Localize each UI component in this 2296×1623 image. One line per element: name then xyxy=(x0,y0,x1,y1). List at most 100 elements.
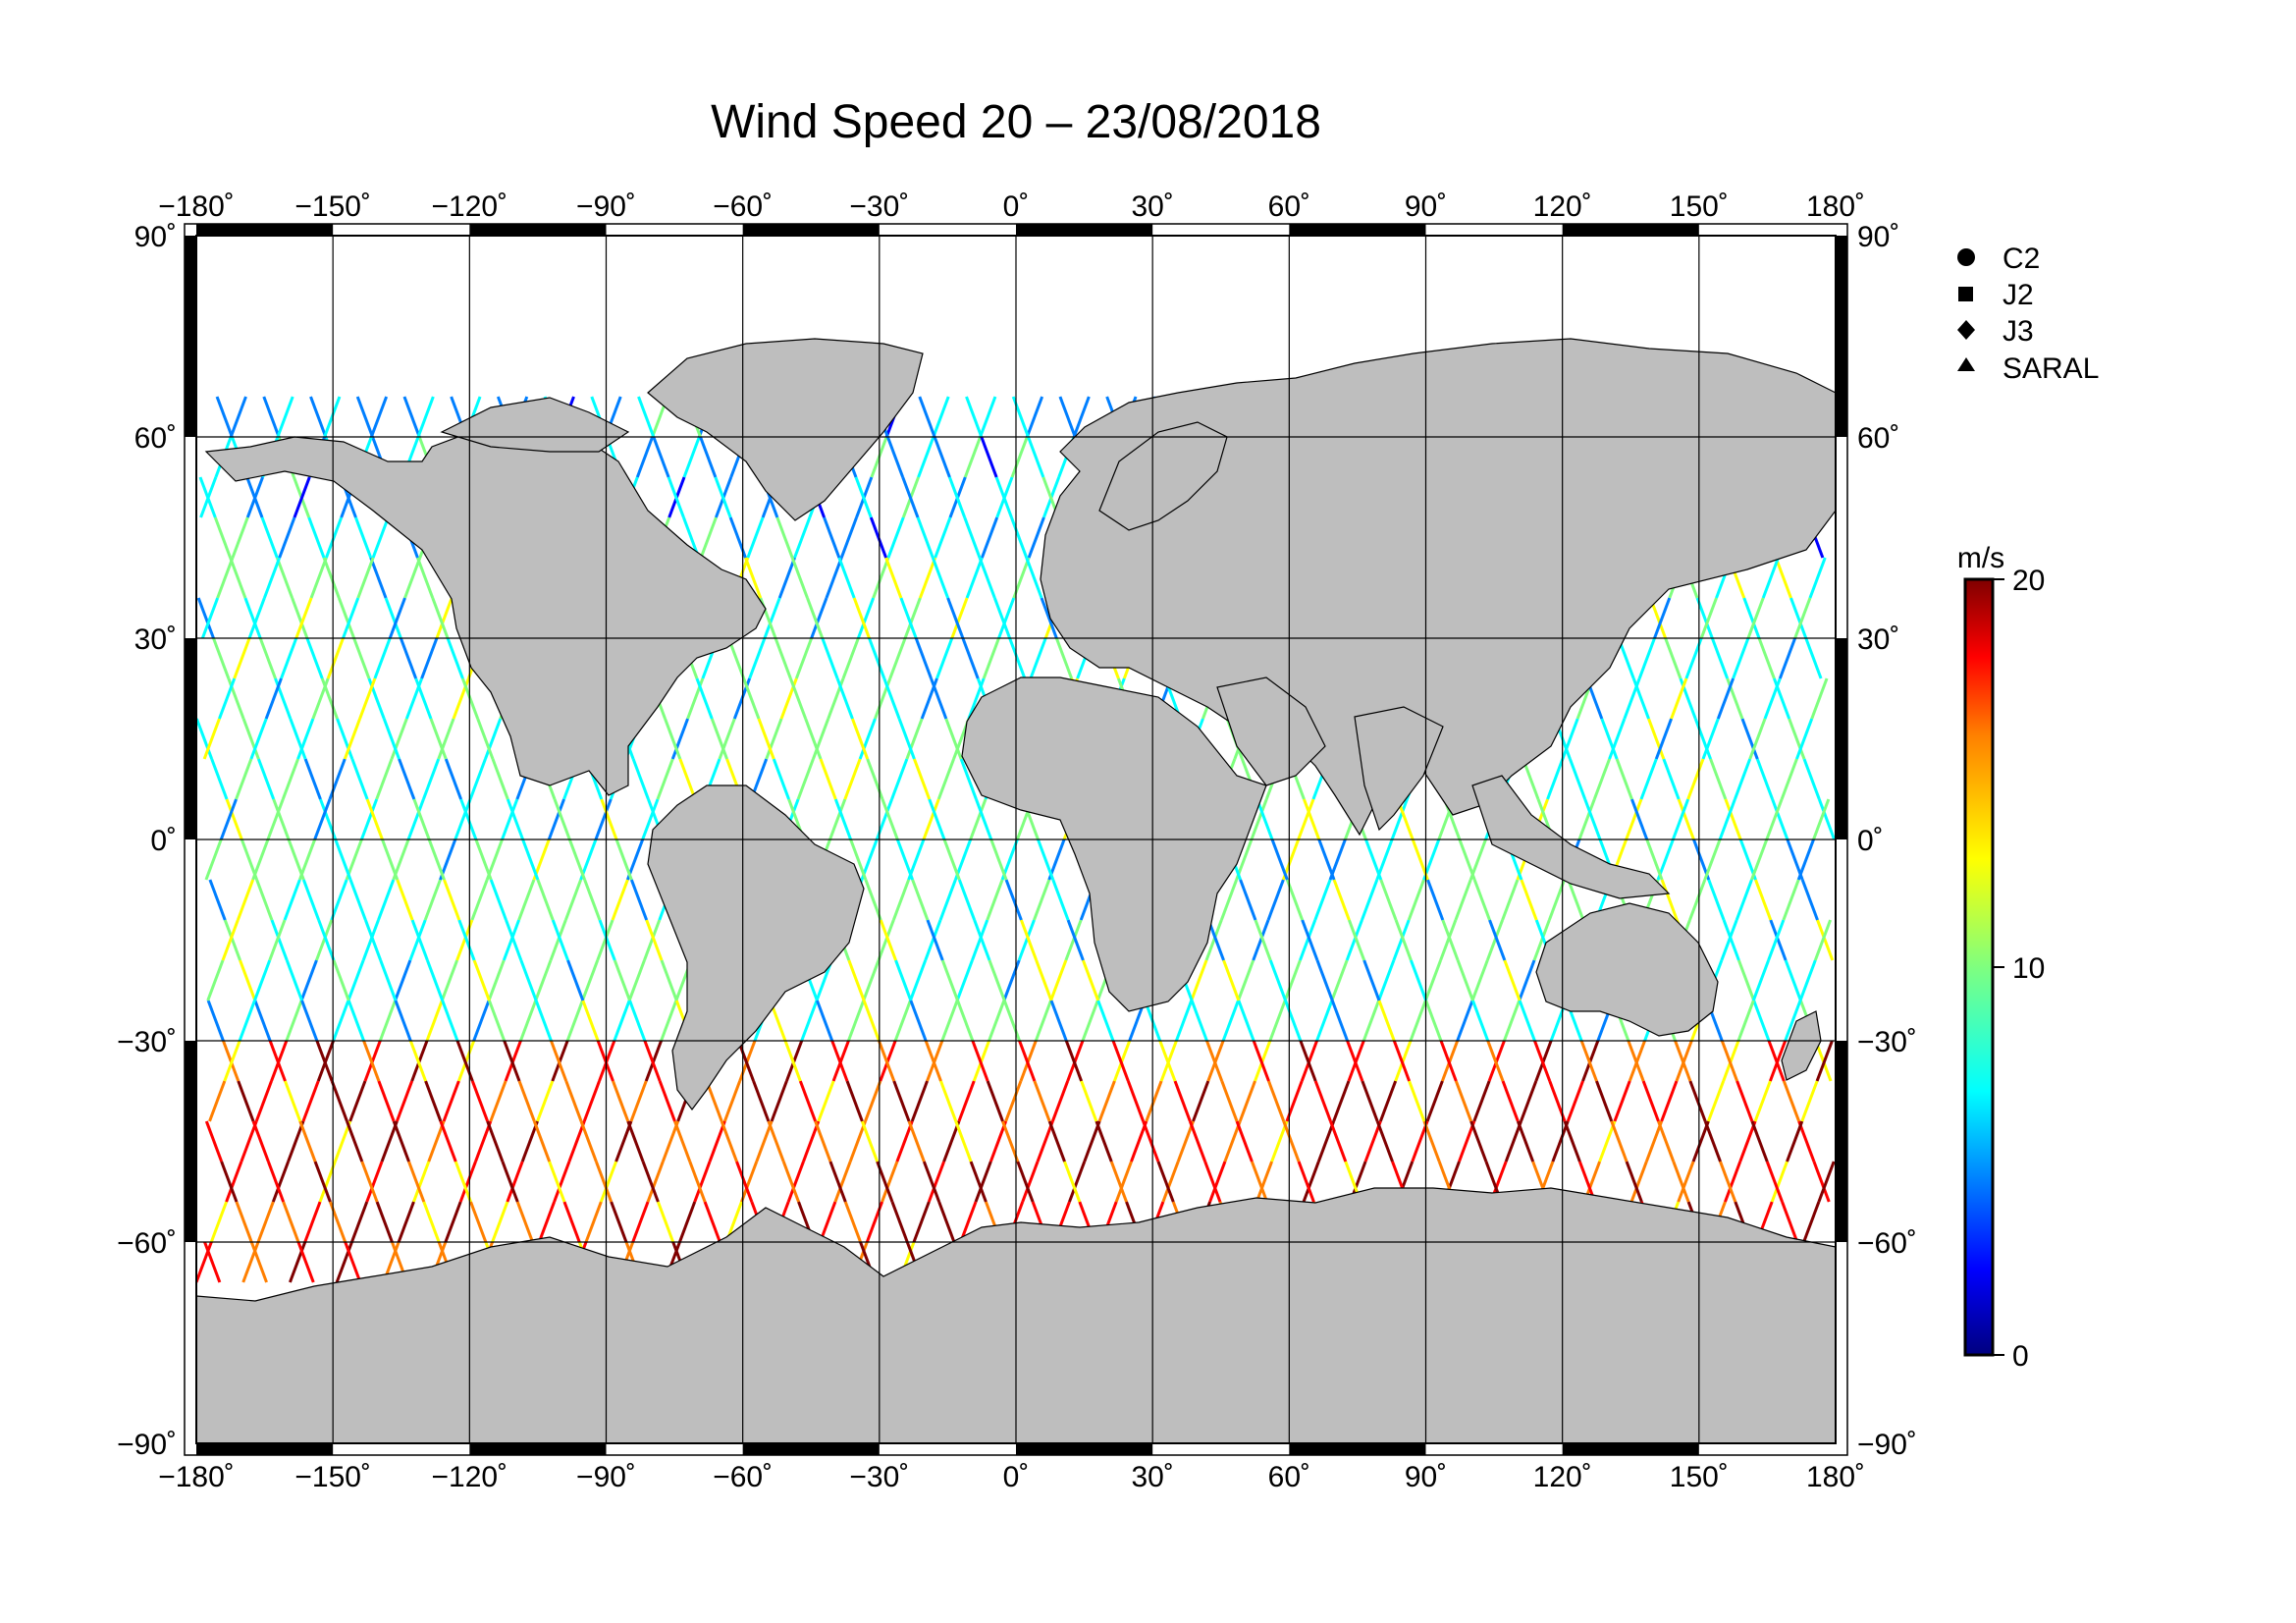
track-segment xyxy=(890,1201,909,1243)
track-segment xyxy=(403,557,422,599)
track-segment xyxy=(1237,1000,1255,1042)
track-segment xyxy=(981,516,999,559)
longitude-tick-label: 30˚ xyxy=(1131,1461,1173,1493)
track-segment xyxy=(1142,1120,1160,1163)
track-segment xyxy=(378,1000,397,1042)
track-segment xyxy=(850,718,870,760)
track-segment xyxy=(425,1000,444,1042)
frame-bar-left xyxy=(185,638,196,839)
track-segment xyxy=(254,1080,273,1122)
track-segment xyxy=(1577,798,1596,840)
track-segment xyxy=(486,1120,505,1163)
track-segment xyxy=(502,919,521,961)
track-segment xyxy=(922,1161,941,1203)
track-segment xyxy=(1709,758,1728,800)
track-segment xyxy=(1173,1080,1192,1122)
track-segment xyxy=(1750,839,1769,881)
track-segment xyxy=(986,1080,1004,1122)
track-segment xyxy=(934,516,952,559)
track-segment xyxy=(1034,1000,1052,1042)
track-segment xyxy=(1025,396,1044,438)
track-segment xyxy=(812,718,830,760)
track-segment xyxy=(1813,919,1833,961)
track-segment xyxy=(262,396,281,438)
track-segment xyxy=(1411,1120,1429,1163)
track-segment xyxy=(410,919,429,961)
track-segment xyxy=(673,1120,692,1163)
track-segment xyxy=(423,879,442,921)
track-segment xyxy=(325,516,344,559)
track-segment xyxy=(910,1080,929,1122)
track-segment xyxy=(1222,959,1241,1001)
track-segment xyxy=(1699,597,1718,639)
track-segment xyxy=(928,798,946,840)
track-segment xyxy=(1703,839,1722,881)
track-segment xyxy=(740,1161,759,1203)
track-segment xyxy=(469,1201,488,1243)
track-segment xyxy=(810,597,828,639)
track-segment xyxy=(1425,1080,1444,1122)
track-segment xyxy=(1691,1120,1710,1163)
track-segment xyxy=(926,919,944,961)
track-segment xyxy=(1623,677,1641,720)
track-segment xyxy=(629,1080,648,1122)
track-segment xyxy=(1641,1080,1660,1122)
track-segment xyxy=(848,1120,867,1163)
track-segment xyxy=(959,758,978,800)
colorbar: m/s 20 10 0 xyxy=(1957,542,2046,1373)
track-segment xyxy=(1751,959,1771,1001)
longitude-tick-label: 120˚ xyxy=(1533,190,1592,223)
track-segment xyxy=(562,1201,581,1243)
track-segment xyxy=(937,1201,956,1243)
track-segment xyxy=(532,1120,552,1163)
track-segment xyxy=(375,1201,394,1243)
track-segment xyxy=(362,1040,381,1082)
track-segment xyxy=(1718,798,1736,840)
track-segment xyxy=(204,839,223,881)
frame-bar-bottom xyxy=(1016,1443,1153,1455)
track-segment xyxy=(276,396,294,438)
track-segment xyxy=(1469,1120,1488,1163)
track-segment xyxy=(1780,758,1798,800)
longitude-tick-label: 90˚ xyxy=(1405,190,1447,223)
track-segment xyxy=(955,959,974,1001)
track-segment xyxy=(206,959,225,1001)
track-segment xyxy=(965,396,984,438)
frame-bar-top xyxy=(469,224,607,236)
track-segment xyxy=(1267,1080,1286,1122)
frame-bar-top xyxy=(196,224,334,236)
track-segment xyxy=(520,1120,539,1163)
track-segment xyxy=(930,677,948,720)
track-segment xyxy=(1551,1120,1570,1163)
track-segment xyxy=(1439,919,1458,961)
track-segment xyxy=(309,396,328,438)
track-segment xyxy=(350,1201,369,1243)
track-segment xyxy=(1518,959,1536,1001)
track-segment xyxy=(240,1120,258,1163)
track-segment xyxy=(1625,1161,1643,1203)
track-segment xyxy=(1361,879,1379,921)
frame-bar-bottom xyxy=(469,1443,607,1455)
track-segment xyxy=(1812,1161,1831,1203)
track-segment xyxy=(825,557,843,599)
track-segment xyxy=(326,637,345,679)
track-segment xyxy=(1190,959,1208,1001)
track-segment xyxy=(458,1161,477,1203)
track-segment xyxy=(221,919,240,961)
track-segment xyxy=(309,557,328,599)
track-segment xyxy=(536,1080,555,1122)
track-segment xyxy=(505,919,523,961)
track-segment xyxy=(1765,798,1784,840)
track-segment xyxy=(793,516,812,559)
track-segment xyxy=(291,597,309,639)
track-segment xyxy=(547,798,565,840)
track-segment xyxy=(969,1161,988,1203)
track-segment xyxy=(843,758,862,800)
track-segment xyxy=(1561,718,1579,760)
track-segment xyxy=(440,959,459,1001)
track-segment xyxy=(980,436,998,478)
track-segment xyxy=(613,1000,631,1042)
map-frame-checker-border xyxy=(184,223,1848,1456)
track-segment xyxy=(1598,1120,1617,1163)
